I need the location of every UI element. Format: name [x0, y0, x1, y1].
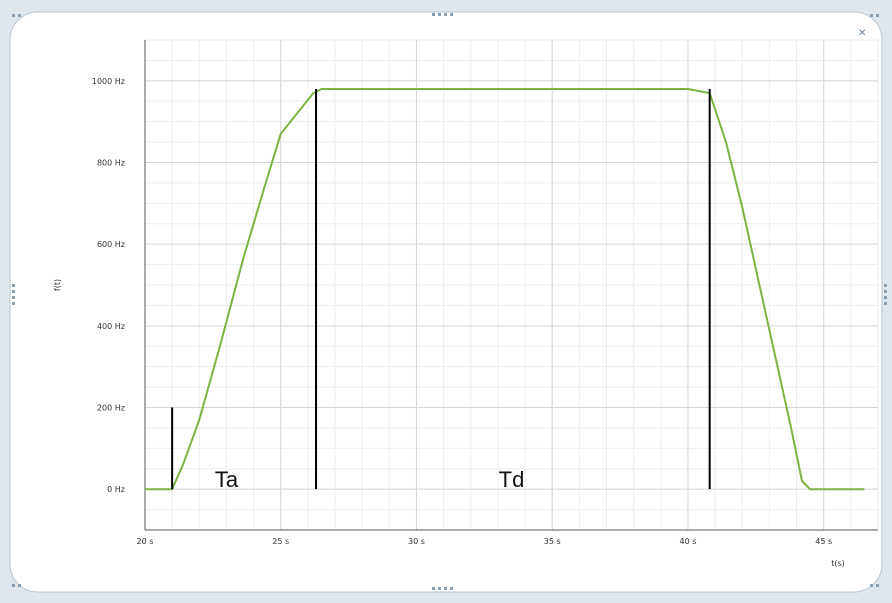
resize-grip-icon[interactable] — [884, 302, 887, 305]
y-tick-label: 0 Hz — [107, 485, 125, 494]
resize-grip-icon[interactable] — [12, 14, 15, 17]
x-axis-label: t(s) — [831, 559, 845, 568]
y-tick-label: 600 Hz — [97, 240, 125, 249]
resize-grip-icon[interactable] — [12, 296, 15, 299]
series-line — [145, 88, 865, 491]
x-tick-label: 25 s — [272, 537, 289, 546]
y-axis-label: f(t) — [53, 279, 62, 291]
resize-grip-icon[interactable] — [12, 302, 15, 305]
y-tick-label: 200 Hz — [97, 404, 125, 413]
y-tick-label: 800 Hz — [97, 159, 125, 168]
resize-grip-icon[interactable] — [18, 584, 21, 587]
close-icon[interactable]: ✕ — [858, 28, 866, 39]
resize-grip-icon[interactable] — [432, 587, 435, 590]
resize-grip-icon[interactable] — [884, 296, 887, 299]
x-tick-label: 35 s — [544, 537, 561, 546]
resize-grip-icon[interactable] — [884, 284, 887, 287]
resize-grip-icon[interactable] — [876, 14, 879, 17]
resize-grip-icon[interactable] — [870, 584, 873, 587]
x-tick-label: 20 s — [137, 537, 154, 546]
resize-grip-icon[interactable] — [450, 587, 453, 590]
resize-grip-icon[interactable] — [438, 13, 441, 16]
resize-grip-icon[interactable] — [444, 587, 447, 590]
resize-grip-icon[interactable] — [870, 14, 873, 17]
resize-grip-icon[interactable] — [438, 587, 441, 590]
x-tick-label: 40 s — [680, 537, 697, 546]
y-tick-label: 1000 Hz — [92, 77, 125, 86]
resize-grip-icon[interactable] — [450, 13, 453, 16]
resize-grip-icon[interactable] — [876, 584, 879, 587]
resize-grip-icon[interactable] — [12, 284, 15, 287]
resize-grip-icon[interactable] — [444, 13, 447, 16]
resize-grip-icon[interactable] — [12, 290, 15, 293]
resize-grip-icon[interactable] — [884, 290, 887, 293]
annotation-label: Ta — [215, 467, 239, 492]
resize-grip-icon[interactable] — [432, 13, 435, 16]
x-tick-label: 30 s — [408, 537, 425, 546]
resize-grip-icon[interactable] — [18, 14, 21, 17]
y-tick-label: 400 Hz — [97, 322, 125, 331]
chart-panel — [9, 11, 883, 593]
annotation-label: Td — [499, 467, 525, 492]
resize-grip-icon[interactable] — [12, 584, 15, 587]
x-tick-label: 45 s — [815, 537, 832, 546]
